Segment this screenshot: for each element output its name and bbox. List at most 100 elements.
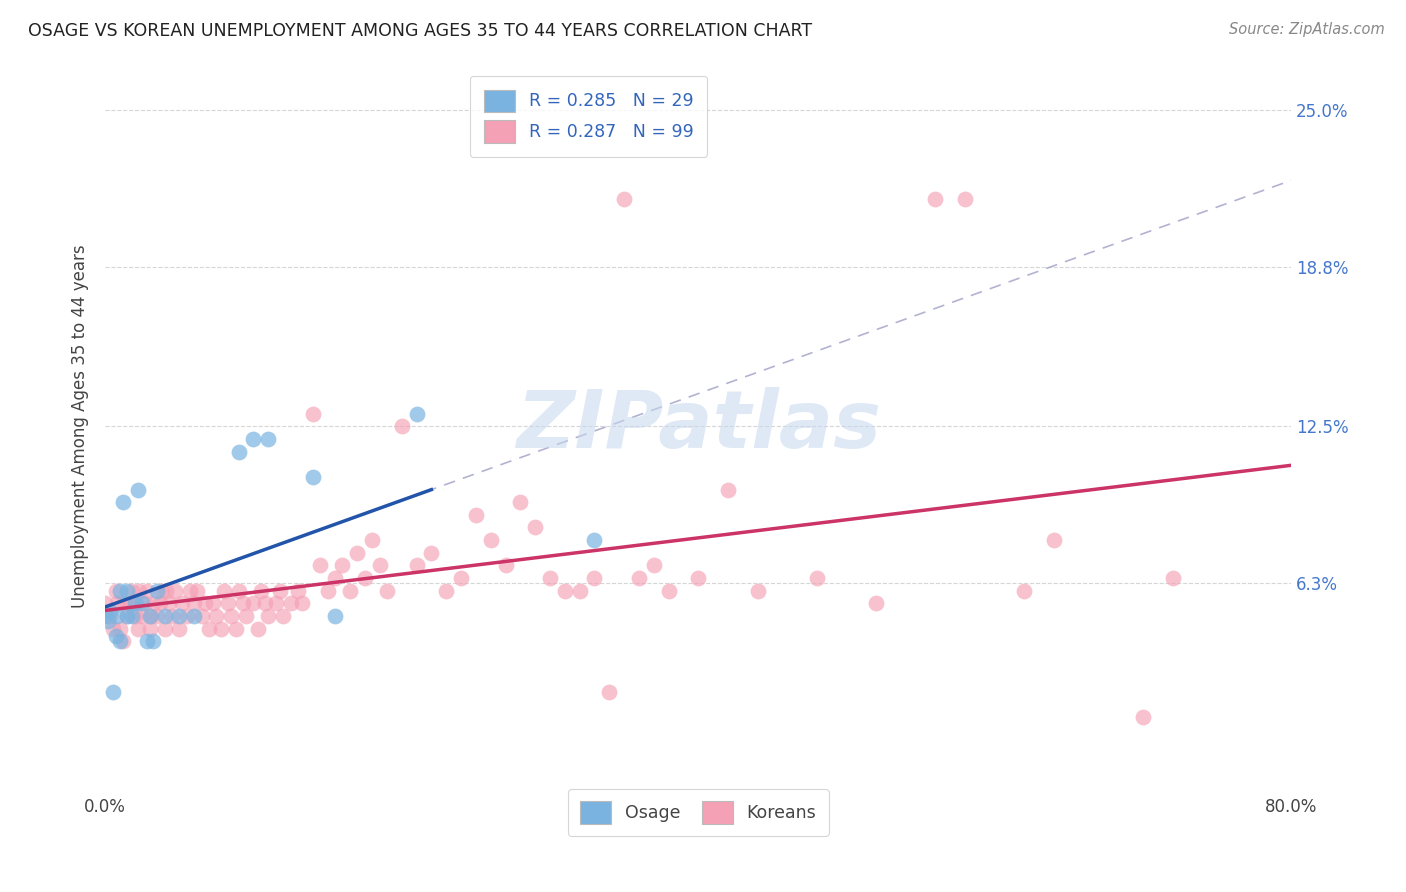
Point: [183, 609, 205, 624]
Point: [688, 571, 710, 585]
Point: [747, 583, 769, 598]
Point: [217, 596, 239, 610]
Point: [98, 604, 121, 618]
Point: [131, 596, 153, 610]
Point: [254, 596, 277, 610]
Point: [160, 609, 183, 624]
Point: [128, 583, 150, 598]
Point: [479, 533, 502, 547]
Point: [150, 583, 173, 598]
Point: [434, 583, 457, 598]
Point: [613, 192, 636, 206]
Point: [1161, 571, 1184, 585]
Point: [131, 609, 153, 624]
Point: [264, 596, 287, 610]
Point: [179, 583, 201, 598]
Point: [405, 558, 427, 573]
Point: [1014, 583, 1036, 598]
Point: [108, 622, 131, 636]
Text: Source: ZipAtlas.com: Source: ZipAtlas.com: [1229, 22, 1385, 37]
Point: [865, 596, 887, 610]
Point: [235, 609, 257, 624]
Point: [291, 596, 314, 610]
Point: [190, 609, 212, 624]
Point: [176, 609, 198, 624]
Y-axis label: Unemployment Among Ages 35 to 44 years: Unemployment Among Ages 35 to 44 years: [72, 244, 89, 608]
Point: [98, 609, 121, 624]
Point: [121, 583, 143, 598]
Point: [142, 634, 165, 648]
Point: [205, 609, 228, 624]
Point: [257, 609, 280, 624]
Point: [280, 596, 302, 610]
Point: [953, 192, 976, 206]
Point: [405, 407, 427, 421]
Point: [450, 571, 472, 585]
Point: [391, 419, 413, 434]
Point: [598, 685, 620, 699]
Point: [157, 596, 180, 610]
Point: [117, 609, 139, 624]
Point: [717, 483, 740, 497]
Point: [287, 583, 309, 598]
Point: [1132, 710, 1154, 724]
Point: [316, 583, 339, 598]
Point: [108, 634, 131, 648]
Point: [183, 596, 205, 610]
Point: [97, 614, 120, 628]
Point: [554, 583, 576, 598]
Point: [301, 470, 323, 484]
Point: [172, 596, 194, 610]
Point: [212, 583, 235, 598]
Point: [163, 583, 186, 598]
Point: [250, 583, 273, 598]
Point: [149, 596, 172, 610]
Point: [105, 609, 128, 624]
Point: [346, 546, 368, 560]
Point: [134, 596, 156, 610]
Point: [242, 432, 264, 446]
Point: [94, 609, 117, 624]
Point: [121, 609, 143, 624]
Point: [257, 432, 280, 446]
Point: [658, 583, 681, 598]
Point: [309, 558, 332, 573]
Point: [242, 596, 264, 610]
Point: [1043, 533, 1066, 547]
Point: [104, 583, 127, 598]
Point: [420, 546, 443, 560]
Point: [323, 571, 346, 585]
Point: [228, 444, 250, 458]
Point: [583, 571, 606, 585]
Point: [524, 520, 547, 534]
Point: [127, 622, 149, 636]
Point: [101, 685, 124, 699]
Point: [155, 583, 177, 598]
Point: [568, 583, 591, 598]
Point: [169, 609, 191, 624]
Point: [246, 622, 269, 636]
Point: [323, 609, 346, 624]
Point: [269, 583, 291, 598]
Point: [202, 596, 225, 610]
Point: [583, 533, 606, 547]
Point: [219, 609, 242, 624]
Point: [169, 622, 191, 636]
Text: ZIPatlas: ZIPatlas: [516, 387, 880, 466]
Point: [464, 508, 486, 522]
Point: [153, 622, 176, 636]
Point: [101, 622, 124, 636]
Point: [643, 558, 665, 573]
Point: [375, 583, 398, 598]
Point: [138, 622, 160, 636]
Point: [186, 583, 208, 598]
Point: [361, 533, 384, 547]
Point: [232, 596, 254, 610]
Point: [193, 596, 215, 610]
Point: [105, 596, 128, 610]
Point: [353, 571, 375, 585]
Point: [111, 634, 134, 648]
Point: [141, 609, 163, 624]
Point: [538, 571, 561, 585]
Point: [117, 583, 139, 598]
